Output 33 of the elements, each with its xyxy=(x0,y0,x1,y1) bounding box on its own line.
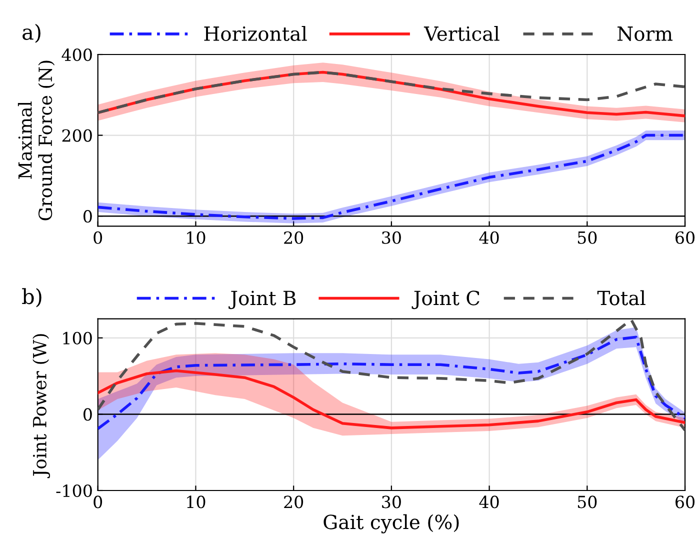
x-tick-label: 60 xyxy=(676,231,695,244)
x-tick-label: 10 xyxy=(187,231,206,244)
x-tick-label: 20 xyxy=(284,496,304,508)
text: b) xyxy=(22,288,42,308)
x-axis-title: Gait cycle (%) xyxy=(324,514,459,534)
y-axis-title: Maximal Ground Force (N) xyxy=(18,60,55,220)
x-tick-label: 40 xyxy=(479,496,499,508)
x-tick-label: 30 xyxy=(382,496,401,508)
line-series xyxy=(98,369,686,430)
y-tick-label: 100 xyxy=(63,332,92,344)
legend-label: Norm xyxy=(618,26,673,42)
y-tick-label: -100 xyxy=(56,484,92,498)
y-tick-label: 400 xyxy=(62,48,92,62)
legend-label: Joint B xyxy=(228,290,296,310)
line-series xyxy=(98,336,686,430)
x-tick-label: 50 xyxy=(578,496,597,508)
x-tick-label: 40 xyxy=(479,231,499,244)
legend-label: Total xyxy=(597,290,646,306)
x-tick-label: 30 xyxy=(382,231,401,244)
x-tick-label: 0 xyxy=(94,496,102,508)
x-tick-label: 20 xyxy=(284,231,304,244)
text: a) xyxy=(22,24,40,43)
legend-label: Vertical xyxy=(424,26,500,42)
x-tick-label: 0 xyxy=(94,231,102,244)
x-tick-label: 50 xyxy=(578,231,597,244)
x-tick-label: 60 xyxy=(676,496,695,508)
legend-label: Horizontal xyxy=(204,26,307,42)
x-tick-label: 10 xyxy=(187,496,206,508)
y-tick-label: 0 xyxy=(83,408,92,421)
y-tick-label: 200 xyxy=(62,129,92,142)
y-tick-label: 0 xyxy=(83,210,92,223)
y-axis-title: Joint Power (W) xyxy=(32,334,50,478)
legend-label: Joint C xyxy=(412,290,480,310)
